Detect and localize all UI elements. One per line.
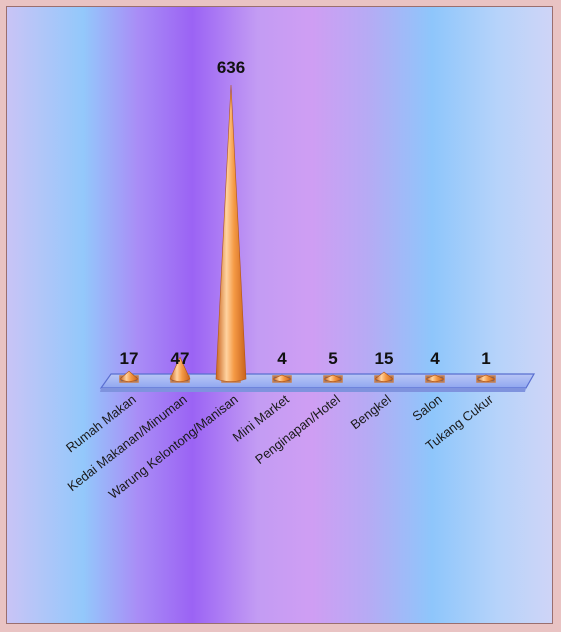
data-label: 5	[328, 349, 337, 368]
data-label-group: 17 47 636 4 5 15 4 1	[120, 58, 491, 368]
cone-bar	[215, 84, 247, 382]
category-label: Penginapan/Hotel	[252, 391, 343, 467]
data-label: 4	[277, 349, 287, 368]
data-label: 17	[120, 349, 139, 368]
cone-bar	[169, 356, 191, 382]
chart-area: 17 47 636 4 5 15 4 1 Rumah Makan Kedai Makanan/M…	[6, 6, 553, 624]
chart-floor	[99, 373, 536, 389]
chart-floor-group	[99, 373, 536, 392]
cone-bar	[119, 370, 139, 382]
category-label: Bengkel	[348, 391, 394, 432]
chart-floor-edge	[100, 388, 526, 392]
data-label: 15	[375, 349, 394, 368]
cone-bar	[272, 374, 292, 382]
data-label: 1	[481, 349, 490, 368]
cone-bar	[476, 374, 496, 382]
category-label: Salon	[409, 392, 444, 424]
cone-bar	[425, 374, 445, 382]
data-label: 47	[171, 349, 190, 368]
cone-bar	[323, 374, 343, 382]
cone-bar	[374, 371, 394, 382]
cone-group	[119, 84, 496, 383]
data-label: 4	[430, 349, 440, 368]
data-label: 636	[217, 58, 245, 77]
